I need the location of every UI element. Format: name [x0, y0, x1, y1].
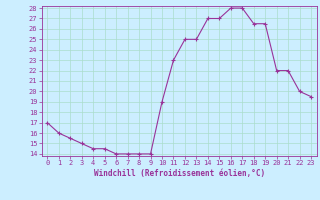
X-axis label: Windchill (Refroidissement éolien,°C): Windchill (Refroidissement éolien,°C) [94, 169, 265, 178]
